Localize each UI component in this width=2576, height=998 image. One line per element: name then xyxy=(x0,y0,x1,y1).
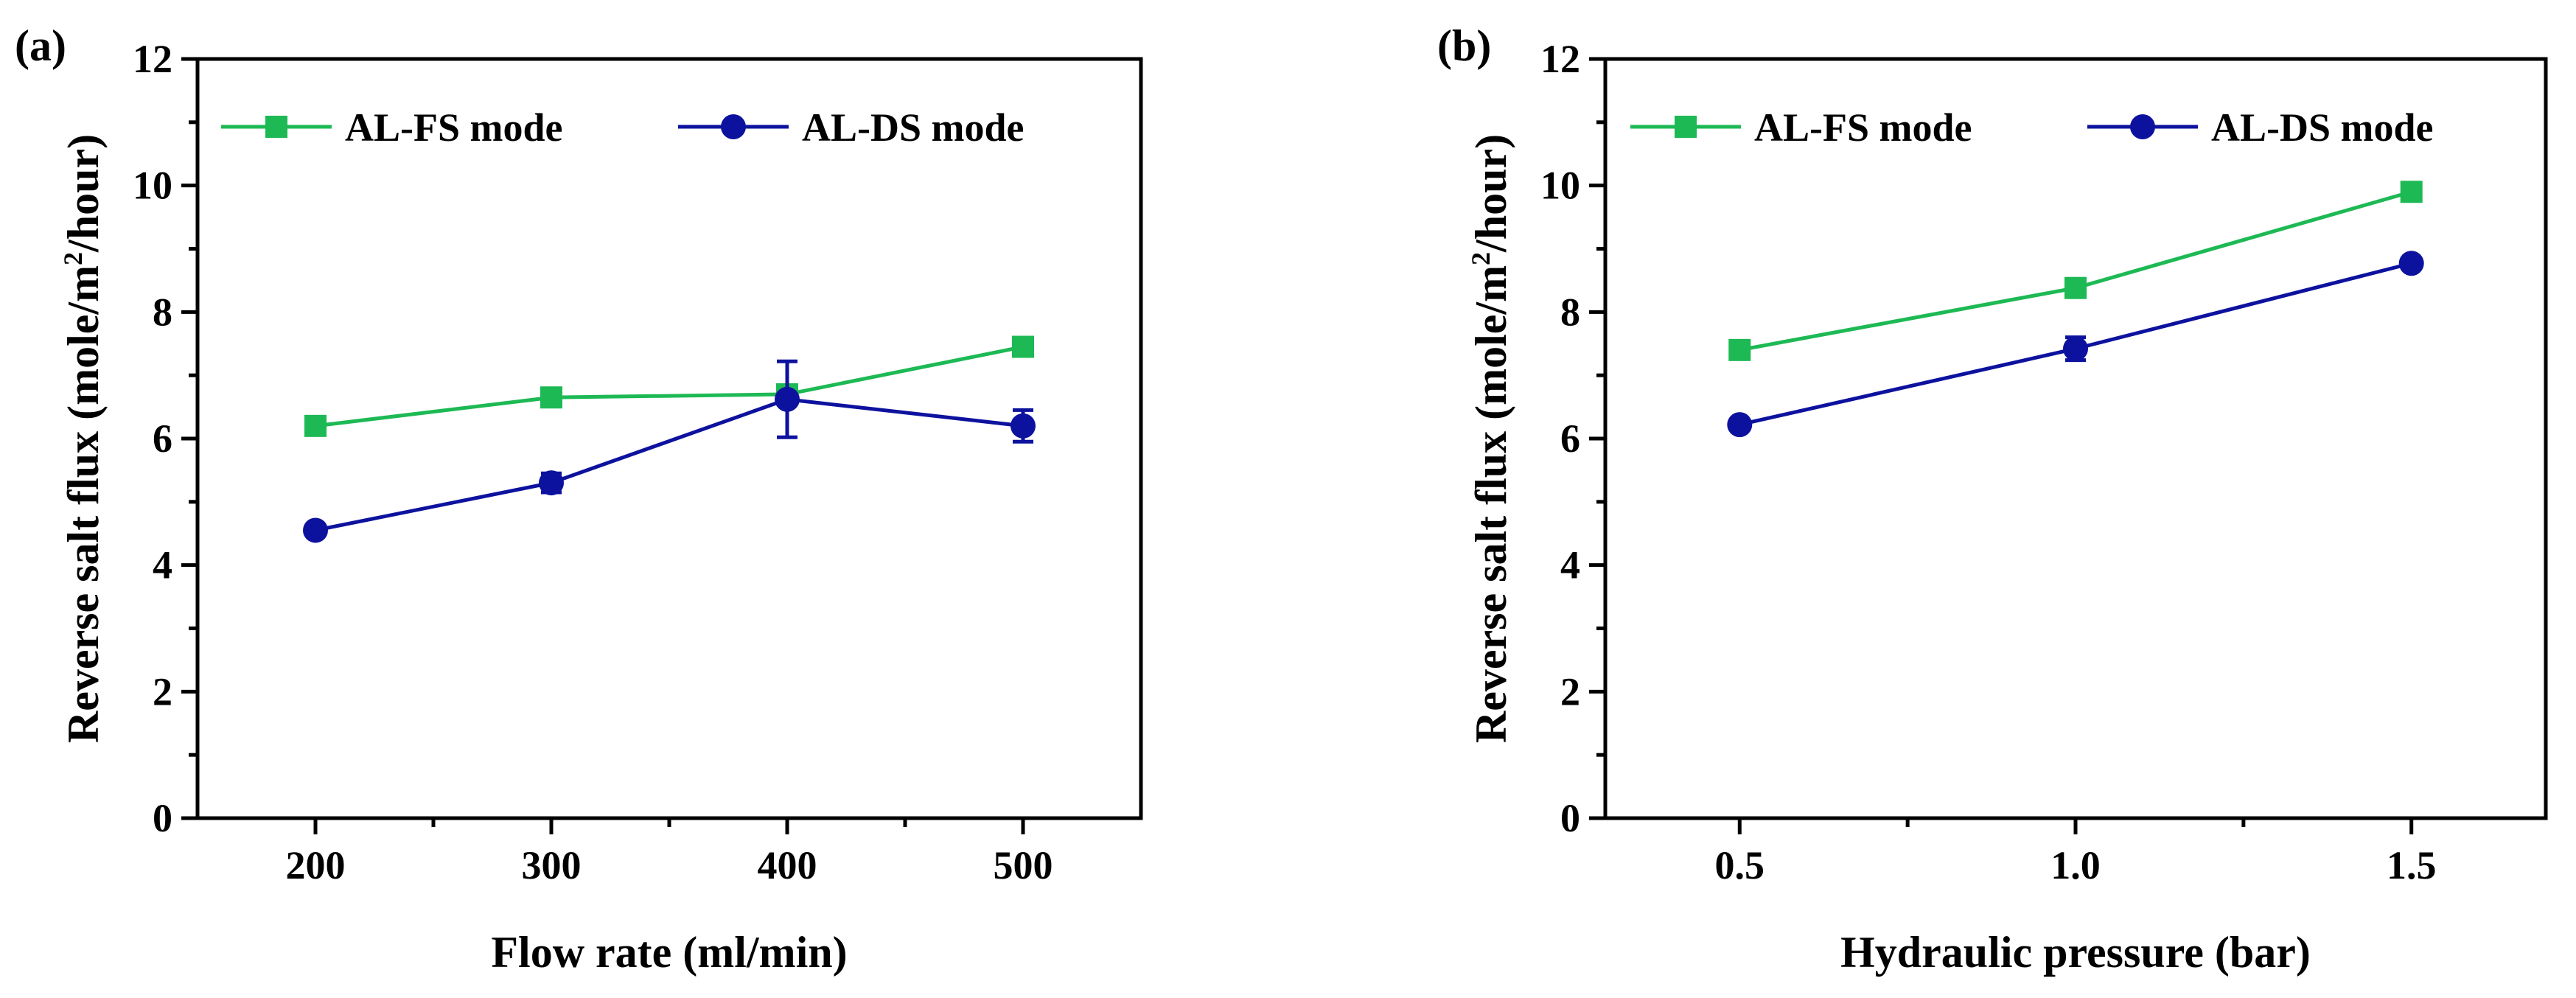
data-point xyxy=(303,517,328,543)
y-tick-label: 4 xyxy=(1560,543,1580,587)
y-tick-label: 0 xyxy=(1560,796,1580,840)
data-point xyxy=(304,414,327,437)
y-tick-label: 12 xyxy=(1540,37,1580,81)
x-tick-label: 400 xyxy=(758,843,817,887)
x-tick-label: 200 xyxy=(286,843,346,887)
y-axis-title-superscript: 2 xyxy=(58,252,88,265)
legend-entry: AL-FS mode xyxy=(1630,105,1972,150)
chart-panel-2: (b) 0 2 4 6 8 10 12 0.5 1.0 1.5 Hydraulic pressure … xyxy=(1437,21,2548,977)
series-al-ds-mode xyxy=(303,359,1036,543)
data-point xyxy=(775,386,800,412)
y-axis-title: Reverse salt flux (mole/m2/hour) xyxy=(1466,134,1515,743)
y-tick-label: 10 xyxy=(133,164,172,208)
y-tick-label: 2 xyxy=(1560,669,1580,713)
legend-label: AL-DS mode xyxy=(802,105,1025,150)
y-tick-label: 12 xyxy=(133,37,172,81)
data-point xyxy=(2064,276,2087,299)
y-tick-label: 8 xyxy=(1560,290,1580,334)
x-tick-label: 1.5 xyxy=(2387,843,2437,887)
legend-marker xyxy=(265,116,287,138)
data-point xyxy=(2400,181,2423,203)
series-line xyxy=(315,397,1024,532)
series-al-fs-mode xyxy=(1728,181,2423,361)
y-axis-title-suffix: /hour) xyxy=(1467,134,1515,253)
y-axis-title-superscript: 2 xyxy=(1466,252,1495,265)
data-point xyxy=(1012,335,1034,358)
legend-entry: AL-DS mode xyxy=(2087,105,2434,150)
data-point xyxy=(1728,338,1751,361)
y-axis-title: Reverse salt flux (mole/m2/hour) xyxy=(58,134,108,743)
plot-frame xyxy=(195,57,1143,820)
y-axis-title-suffix: /hour) xyxy=(59,134,108,253)
x-tick-label: 0.5 xyxy=(1715,843,1765,887)
y-tick-label: 6 xyxy=(153,416,172,461)
data-point xyxy=(2063,336,2088,362)
legend-label: AL-FS mode xyxy=(1754,105,1972,150)
plot-frame xyxy=(1603,57,2548,820)
legend-marker xyxy=(721,114,746,139)
y-tick-label: 8 xyxy=(153,290,172,334)
legend-marker xyxy=(1675,116,1697,138)
panel-label: (a) xyxy=(15,21,66,70)
data-point xyxy=(1010,413,1036,439)
data-point xyxy=(540,386,562,409)
y-tick-label: 6 xyxy=(1560,416,1580,461)
series-line xyxy=(315,345,1024,428)
chart-panel-1: (a) 0 2 4 6 8 10 12 200 300 400 500 Flow rate (ml/mi… xyxy=(15,21,1143,977)
panel-label: (b) xyxy=(1437,21,1491,70)
y-tick-label: 2 xyxy=(153,669,172,713)
x-axis-title: Flow rate (ml/min) xyxy=(491,928,847,977)
y-axis-title-prefix: Reverse salt flux (mole/m xyxy=(59,265,108,743)
series-al-fs-mode xyxy=(304,335,1034,437)
y-tick-label: 4 xyxy=(153,543,172,587)
legend-label: AL-DS mode xyxy=(2211,105,2434,150)
y-axis-title-prefix: Reverse salt flux (mole/m xyxy=(1467,265,1515,743)
data-point xyxy=(1727,412,1753,438)
x-axis-title: Hydraulic pressure (bar) xyxy=(1840,928,2311,977)
x-tick-label: 1.0 xyxy=(2050,843,2101,887)
y-tick-label: 0 xyxy=(153,796,172,840)
x-tick-label: 300 xyxy=(522,843,582,887)
y-tick-label: 10 xyxy=(1540,164,1580,208)
x-tick-label: 500 xyxy=(994,843,1053,887)
data-point xyxy=(539,470,564,496)
data-point xyxy=(2398,251,2424,276)
series-al-ds-mode xyxy=(1727,251,2424,438)
series-line xyxy=(1739,189,2412,352)
legend-entry: AL-FS mode xyxy=(221,105,563,150)
legend-marker xyxy=(2130,114,2155,139)
legend-entry: AL-DS mode xyxy=(678,105,1025,150)
legend-label: AL-FS mode xyxy=(345,105,563,150)
